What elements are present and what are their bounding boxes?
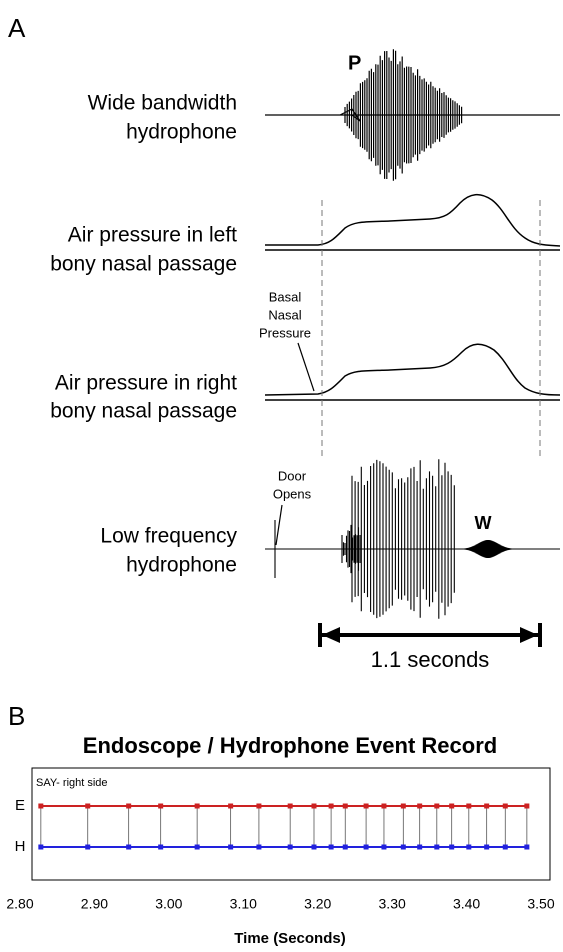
x-axis-label: Time (Seconds) — [234, 930, 345, 947]
event-marker — [228, 803, 234, 809]
trace-label: Low frequency — [100, 525, 237, 548]
event-marker — [466, 803, 472, 809]
x-tick-label: 3.00 — [155, 896, 182, 912]
event-marker — [524, 844, 530, 850]
event-marker — [417, 844, 423, 850]
event-marker — [484, 803, 490, 809]
series-label: E — [15, 797, 25, 814]
trace-label: Air pressure in left — [68, 224, 237, 247]
event-marker — [466, 844, 472, 850]
event-marker — [126, 803, 132, 809]
x-tick-label: 3.50 — [527, 896, 554, 912]
peak-label: W — [475, 513, 492, 533]
event-marker — [363, 803, 369, 809]
note: Basal — [269, 289, 302, 304]
x-tick-label: 3.40 — [453, 896, 480, 912]
event-marker — [228, 844, 234, 850]
event-marker — [342, 844, 348, 850]
event-marker — [381, 844, 387, 850]
plot-frame — [31, 767, 551, 881]
x-tick-label: 3.20 — [304, 896, 331, 912]
x-tick-label: 3.30 — [379, 896, 406, 912]
event-marker — [484, 844, 490, 850]
panel-label: B — [8, 701, 25, 731]
note: Pressure — [259, 325, 311, 340]
waveform — [265, 459, 560, 619]
event-marker — [449, 844, 455, 850]
event-marker — [256, 803, 262, 809]
x-tick-label: 2.90 — [81, 896, 108, 912]
event-marker — [311, 803, 317, 809]
trace-label: bony nasal passage — [50, 253, 237, 276]
annotation: SAY- right side — [36, 777, 108, 789]
event-marker — [126, 844, 132, 850]
note: Door — [278, 468, 307, 483]
event-marker — [287, 844, 293, 850]
event-marker — [363, 844, 369, 850]
event-marker — [85, 803, 91, 809]
event-marker — [194, 844, 200, 850]
x-tick-label: 2.80 — [6, 896, 33, 912]
event-marker — [38, 844, 44, 850]
event-marker — [502, 803, 508, 809]
note: Nasal — [268, 307, 301, 322]
waveforms — [265, 49, 560, 619]
duration-label: 1.1 seconds — [371, 647, 490, 672]
note: Opens — [273, 486, 312, 501]
trace-label: hydrophone — [126, 121, 237, 144]
pressure-trace — [264, 343, 561, 396]
series-label: H — [15, 838, 26, 855]
trace-label: Air pressure in right — [55, 372, 237, 395]
event-marker — [311, 844, 317, 850]
peak-label: P — [348, 52, 361, 74]
panel-label: A — [8, 13, 26, 43]
event-marker — [158, 844, 164, 850]
event-marker — [400, 803, 406, 809]
event-marker — [400, 844, 406, 850]
waveform — [265, 49, 560, 181]
trace-label: Wide bandwidth — [88, 92, 237, 115]
pointer — [297, 342, 315, 392]
event-marker — [434, 803, 440, 809]
x-tick-label: 3.10 — [230, 896, 257, 912]
event-marker — [328, 844, 334, 850]
pointer — [275, 504, 283, 546]
event-marker — [524, 803, 530, 809]
event-marker — [434, 844, 440, 850]
event-marker — [287, 803, 293, 809]
event-marker — [328, 803, 334, 809]
event-marker — [38, 803, 44, 809]
event-marker — [449, 803, 455, 809]
event-marker — [381, 803, 387, 809]
pressure-trace — [265, 194, 561, 247]
trace-label: bony nasal passage — [50, 400, 237, 423]
event-marker — [502, 844, 508, 850]
trace-label: hydrophone — [126, 554, 237, 577]
event-marker — [342, 803, 348, 809]
event-marker — [256, 844, 262, 850]
event-marker — [194, 803, 200, 809]
chart-title: Endoscope / Hydrophone Event Record — [83, 733, 497, 758]
event-marker — [158, 803, 164, 809]
event-marker — [417, 803, 423, 809]
event-marker — [85, 844, 91, 850]
